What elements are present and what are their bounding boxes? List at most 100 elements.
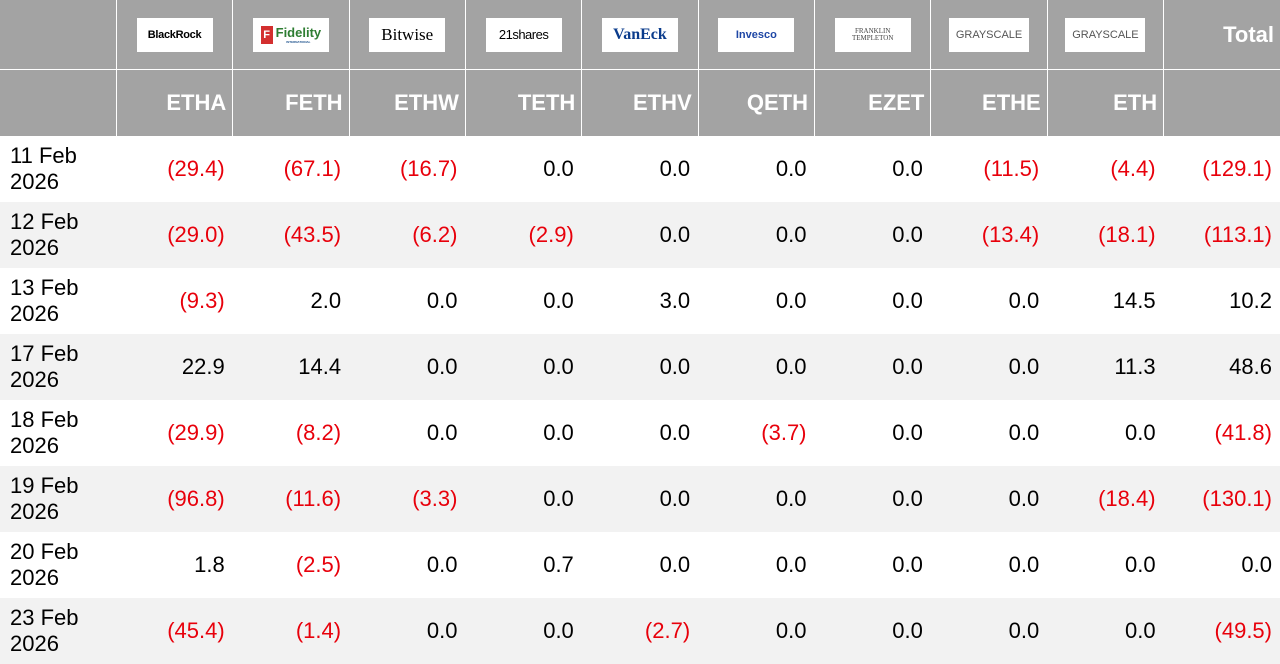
data-row: 20 Feb 2026 1.8 (2.5) 0.0 0.7 0.0 0.0 0.0 0.0 0.0… [0,532,1280,598]
ticker: ETHV [581,69,699,136]
issuer-name: GRAYSCALE [955,28,1023,41]
date-cell: 17 Feb 2026 [0,334,117,400]
date-cell: 23 Feb 2026 [0,598,117,664]
ticker: ETHW [348,69,466,136]
flow-cell: 1.8 [194,552,225,577]
flow-cell: (3.3) [349,466,466,532]
date-cell: 12 Feb 2026 [0,202,117,268]
ticker: QETH [697,69,815,136]
flow-cell: 0.0 [930,466,1048,532]
flow-cell: 0.0 [1008,552,1040,577]
flow-cell: (9.3) [179,288,225,313]
total-header: Total [1163,0,1280,70]
date-cell: 19 Feb 2026 [0,466,117,532]
flow-cell: 0.0 [1047,598,1164,664]
flow-cell: 0.0 [349,334,466,400]
flow-cell: 0.0 [775,552,807,577]
flow-cell: 0.0 [465,598,582,664]
flow-cell: 0.0 [814,466,931,532]
total-cell: (130.1) [1163,466,1280,532]
flow-cell: (29.0) [116,202,233,268]
total-cell: 0.0 [1241,552,1272,577]
total-cell: (129.1) [1202,156,1272,181]
flow-cell: 0.0 [775,156,807,181]
flow-cell: 22.9 [116,334,233,400]
flow-cell: 0.0 [1008,420,1040,445]
flow-cell: (29.9) [167,420,225,445]
flow-cell: (2.5) [295,552,342,577]
issuer-cell: BlackRock [115,0,233,70]
issuer-name: 21shares [498,27,549,42]
table-body: 11 Feb 2026 (29.4) (67.1) (16.7) 0.0 0.0 0.0 0.… [0,136,1280,664]
flow-cell: (6.2) [349,202,466,268]
date-cell: 20 Feb 2026 [10,539,79,590]
data-row: 11 Feb 2026 (29.4) (67.1) (16.7) 0.0 0.0 0.0 0.… [0,136,1280,202]
flow-cell: 14.5 [1112,288,1156,313]
ticker: FETH [232,69,350,136]
data-row: 23 Feb 2026 (45.4) (1.4) 0.0 0.0 (2.7) 0.0 0.0 0… [0,598,1280,664]
corner-cell [0,0,117,70]
flow-cell: 0.0 [698,202,815,268]
flow-cell: (18.4) [1047,466,1164,532]
data-row: 12 Feb 2026 (29.0) (43.5) (6.2) (2.9) 0.0 0.0 0… [0,202,1280,268]
flow-cell: 0.0 [892,288,923,313]
issuer-name: BlackRock [147,28,202,41]
issuer-cell: GRAYSCALE [1046,0,1164,70]
flow-cell: (96.8) [116,466,233,532]
issuer-logo: 21shares [485,17,562,52]
ticker-row: ETHA FETH ETHW TETH ETHV QETH EZET ETHE ETH [0,69,1280,136]
flow-cell: 0.0 [698,598,815,664]
issuer-logo: GRAYSCALE [949,17,1030,52]
flow-cell: 0.0 [465,334,582,400]
flow-cell: 0.0 [1008,288,1040,313]
issuer-logo: BlackRock [136,17,213,52]
issuer-name: Invesco [735,28,777,41]
issuer-logo: Bitwise [369,17,446,52]
issuer-logo: GRAYSCALE [1065,17,1146,52]
issuer-cell: Bitwise [348,0,466,70]
flow-cell: 0.0 [892,420,923,445]
date-cell: 18 Feb 2026 [10,407,79,458]
flow-cell: 3.0 [659,288,691,313]
date-cell: 13 Feb 2026 [10,275,79,326]
flow-cell: (43.5) [232,202,350,268]
issuer-name: GRAYSCALE [1072,28,1139,41]
issuer-name: Fidelity [275,25,322,40]
issuer-cell: GRAYSCALE [930,0,1048,70]
issuer-logo: F Fidelity INTERNATIONAL [252,17,329,52]
flow-cell: (67.1) [283,156,342,181]
issuer-logo: VanEck [601,17,678,52]
flow-cell: (16.7) [399,156,458,181]
flow-cell: 0.0 [698,334,815,400]
flow-cell: 0.0 [543,288,574,313]
issuer-cell: VanEck [581,0,699,70]
flow-cell: 0.0 [349,598,466,664]
issuer-name: FRANKLIN TEMPLETON [851,26,894,42]
flow-cell: 0.0 [581,466,699,532]
empty-cell [1163,69,1280,136]
issuer-name: Bitwise [381,24,434,44]
flow-cell: 0.0 [930,334,1048,400]
flow-cell: 0.0 [581,202,699,268]
flow-cell: 0.0 [892,552,923,577]
flow-cell: 0.0 [814,202,931,268]
flow-cell: (4.4) [1110,156,1156,181]
logo-text: Fidelity INTERNATIONAL [276,25,322,44]
flow-cell: (3.7) [761,420,807,445]
issuer-name: VanEck [613,25,667,43]
flow-cell: 0.0 [814,334,931,400]
flow-cell: (2.7) [581,598,699,664]
ticker: ETHA [115,69,233,136]
flow-cell: 0.7 [543,552,574,577]
total-cell: (49.5) [1163,598,1280,664]
flow-cell: (11.6) [232,466,350,532]
issuer-logo: FRANKLIN TEMPLETON [834,17,911,52]
issuer-cell: 21shares [464,0,582,70]
issuer-logo: Invesco [718,17,795,52]
ticker: EZET [814,69,931,136]
flow-cell: 0.0 [543,156,574,181]
flow-cell: 14.4 [232,334,350,400]
flow-cell: (13.4) [930,202,1048,268]
flow-cell: 0.0 [659,156,691,181]
